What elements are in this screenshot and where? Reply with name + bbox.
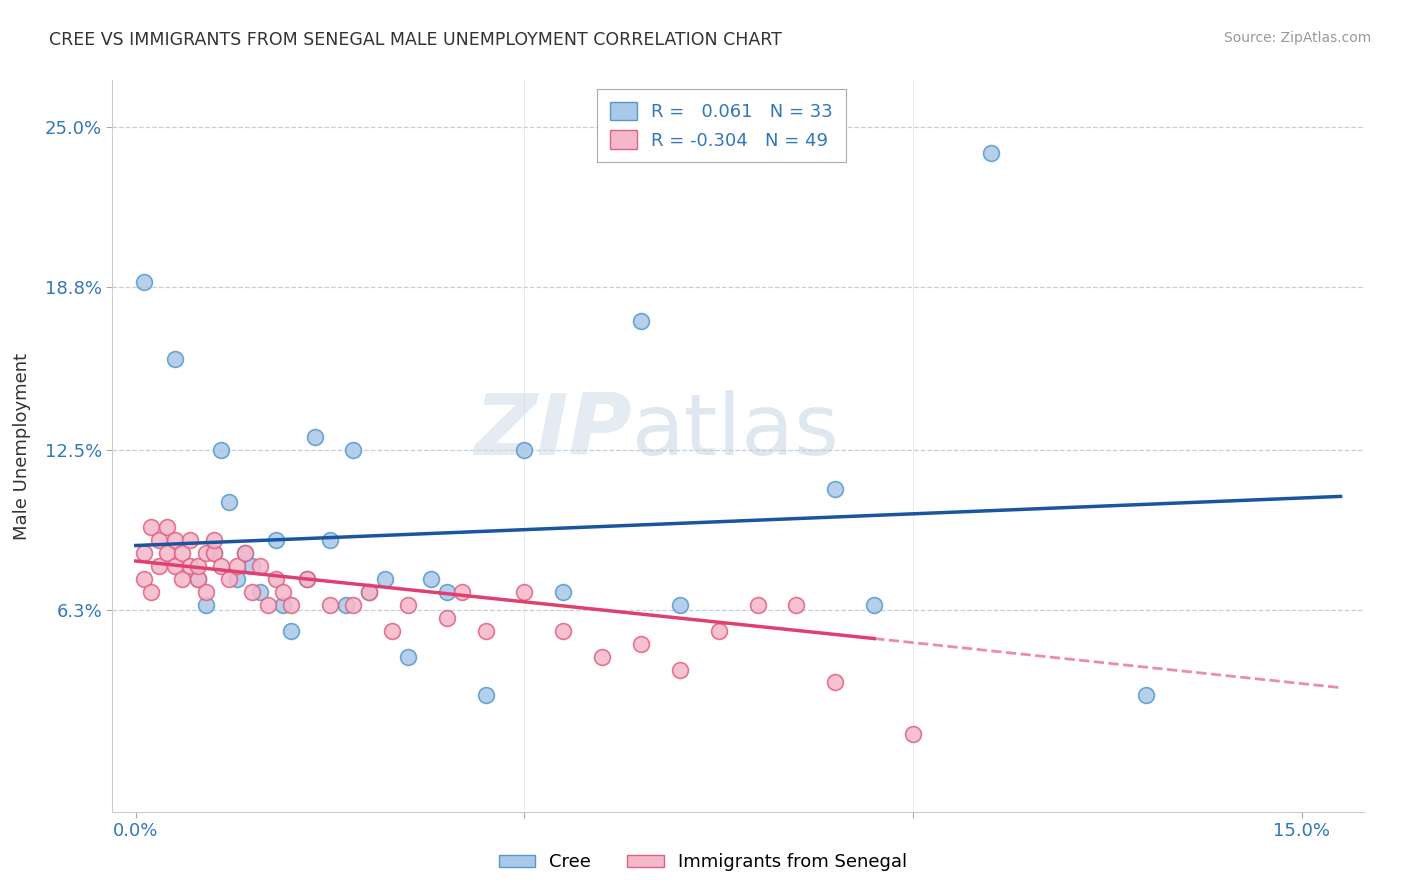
Point	[194, 585, 217, 599]
Point	[630, 637, 652, 651]
Point	[148, 533, 170, 548]
Point	[141, 585, 163, 599]
Point	[280, 624, 302, 638]
Point	[132, 572, 155, 586]
Y-axis label: Male Unemployment: Male Unemployment	[13, 352, 31, 540]
Point	[209, 442, 232, 457]
Point	[163, 533, 186, 548]
Point	[187, 572, 209, 586]
Point	[436, 585, 458, 599]
Point	[707, 624, 730, 638]
Point	[342, 598, 364, 612]
Point	[357, 585, 380, 599]
Point	[218, 572, 240, 586]
Legend: R =   0.061   N = 33, R = -0.304   N = 49: R = 0.061 N = 33, R = -0.304 N = 49	[598, 89, 845, 162]
Point	[357, 585, 380, 599]
Point	[132, 546, 155, 560]
Point	[273, 598, 295, 612]
Point	[669, 598, 692, 612]
Point	[218, 494, 240, 508]
Point	[553, 624, 575, 638]
Point	[630, 313, 652, 327]
Point	[513, 585, 536, 599]
Point	[273, 585, 295, 599]
Point	[179, 533, 201, 548]
Point	[233, 546, 256, 560]
Point	[381, 624, 404, 638]
Point	[264, 533, 287, 548]
Point	[373, 572, 395, 586]
Point	[209, 559, 232, 574]
Point	[420, 572, 443, 586]
Point	[194, 546, 217, 560]
Text: CREE VS IMMIGRANTS FROM SENEGAL MALE UNEMPLOYMENT CORRELATION CHART: CREE VS IMMIGRANTS FROM SENEGAL MALE UNE…	[49, 31, 782, 49]
Text: ZIP: ZIP	[474, 390, 631, 473]
Point	[249, 559, 271, 574]
Point	[451, 585, 474, 599]
Point	[980, 145, 1002, 160]
Point	[824, 482, 846, 496]
Point	[436, 611, 458, 625]
Point	[319, 533, 342, 548]
Point	[747, 598, 769, 612]
Point	[156, 546, 179, 560]
Point	[141, 520, 163, 534]
Point	[474, 624, 496, 638]
Point	[1135, 689, 1157, 703]
Point	[669, 663, 692, 677]
Point	[225, 559, 247, 574]
Point	[342, 442, 364, 457]
Point	[264, 572, 287, 586]
Point	[295, 572, 318, 586]
Point	[163, 352, 186, 367]
Point	[194, 598, 217, 612]
Point	[187, 572, 209, 586]
Point	[163, 559, 186, 574]
Point	[785, 598, 807, 612]
Point	[396, 598, 419, 612]
Point	[187, 559, 209, 574]
Point	[901, 727, 924, 741]
Point	[156, 520, 179, 534]
Point	[280, 598, 302, 612]
Point	[225, 572, 247, 586]
Point	[513, 442, 536, 457]
Point	[257, 598, 280, 612]
Legend: Cree, Immigrants from Senegal: Cree, Immigrants from Senegal	[492, 847, 914, 879]
Point	[295, 572, 318, 586]
Point	[172, 572, 194, 586]
Point	[304, 430, 326, 444]
Point	[179, 559, 201, 574]
Point	[863, 598, 886, 612]
Point	[132, 275, 155, 289]
Point	[319, 598, 342, 612]
Point	[202, 546, 225, 560]
Point	[249, 585, 271, 599]
Point	[335, 598, 357, 612]
Point	[172, 546, 194, 560]
Point	[202, 533, 225, 548]
Point	[824, 675, 846, 690]
Point	[474, 689, 496, 703]
Point	[202, 546, 225, 560]
Point	[233, 546, 256, 560]
Point	[242, 585, 264, 599]
Text: Source: ZipAtlas.com: Source: ZipAtlas.com	[1223, 31, 1371, 45]
Point	[553, 585, 575, 599]
Point	[591, 649, 613, 664]
Point	[148, 559, 170, 574]
Text: atlas: atlas	[631, 390, 839, 473]
Point	[396, 649, 419, 664]
Point	[242, 559, 264, 574]
